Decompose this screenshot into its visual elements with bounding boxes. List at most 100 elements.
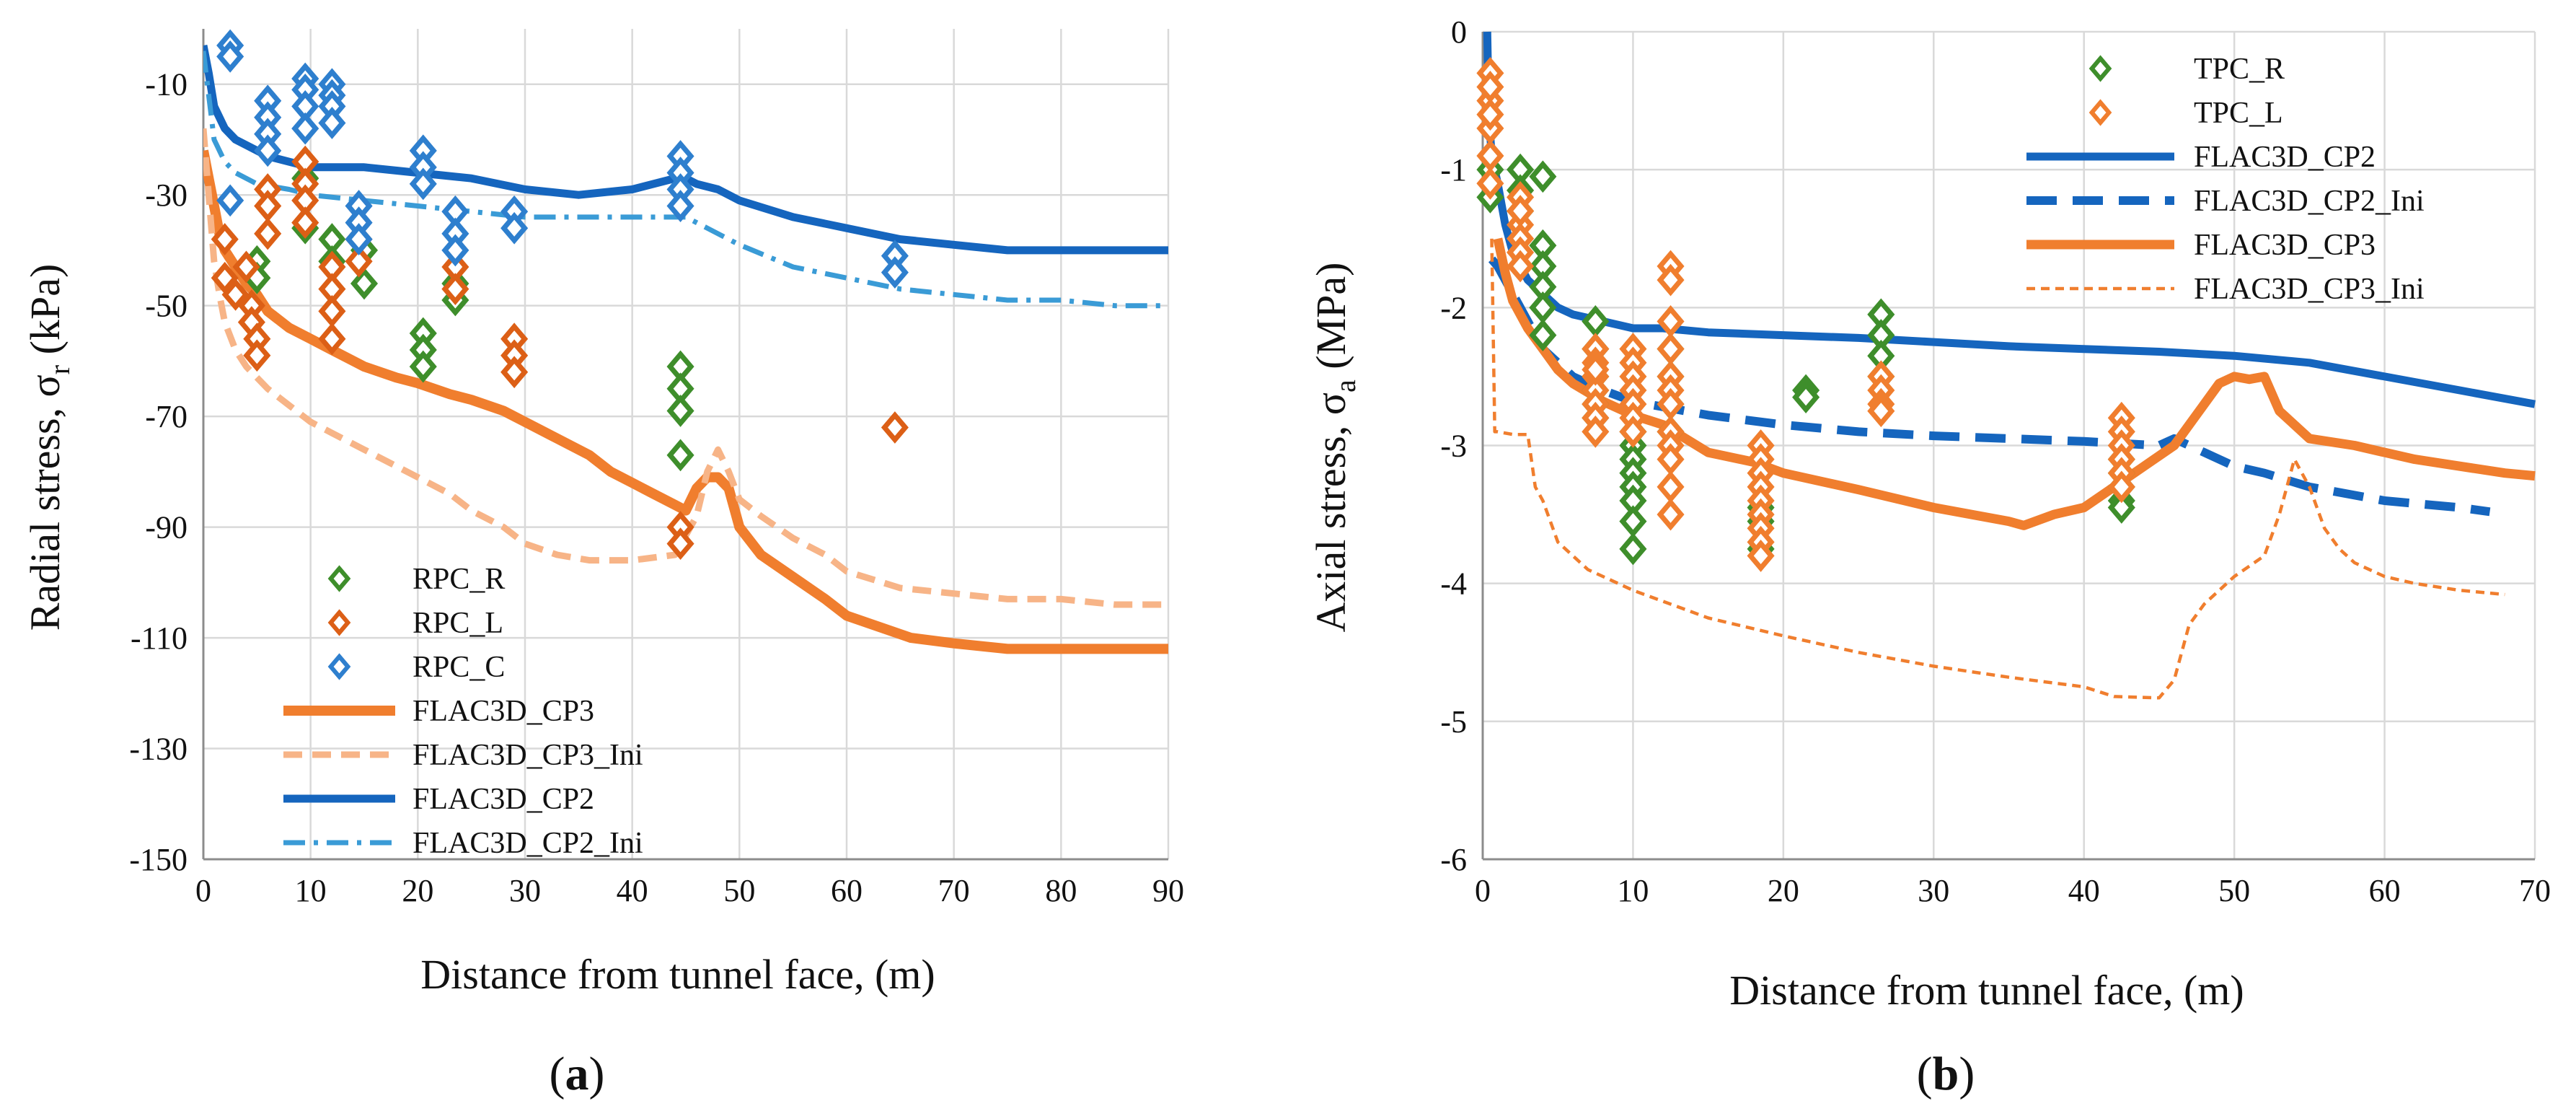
data-point-rpc-l: [211, 223, 239, 255]
data-point-rpc-c: [345, 223, 373, 255]
data-point-rpc-c: [666, 190, 694, 222]
y-tick-label: -90: [145, 510, 188, 545]
x-tick-label: 0: [195, 873, 211, 908]
legend-item-flac3d-cp3: FLAC3D_CP3: [2026, 229, 2376, 262]
x-tick-label: 20: [402, 873, 433, 908]
series-line-flac3d-cp2: [203, 44, 1168, 255]
data-point-rpc-r: [409, 350, 437, 383]
data-point-rpc-c: [318, 107, 346, 139]
legend-label: TPC_R: [2194, 53, 2285, 86]
data-point-rpc-l: [291, 206, 319, 239]
x-tick-label: 80: [1045, 873, 1077, 908]
data-point-tpc-l: [1582, 415, 1610, 448]
x-tick-label: 60: [2369, 873, 2401, 908]
data-point-rpc-l: [500, 356, 529, 389]
x-tick-label: 40: [2068, 873, 2100, 908]
y-tick-label: -3: [1440, 429, 1467, 464]
data-point-rpc-r: [666, 395, 694, 427]
data-point-rpc-l: [318, 294, 346, 328]
x-tick-label: 50: [723, 873, 755, 908]
y-tick-label: -4: [1440, 566, 1467, 602]
x-tick-label: 10: [1617, 873, 1649, 908]
panel-b: 0 -1 -2 -3 -4 -5 -6 0 10 20 30 40 50 60 70 TPC_R TPC_L…: [1307, 14, 2551, 1100]
legend-label: RPC_C: [413, 651, 505, 684]
legend-label: FLAC3D_CP3_Ini: [413, 739, 643, 772]
data-point-tpc-l: [2107, 470, 2135, 504]
x-tick-label: 40: [617, 873, 648, 908]
data-point-tpc-r: [1619, 505, 1647, 538]
legend-label: FLAC3D_CP3_Ini: [2194, 273, 2425, 306]
data-point-tpc-l: [1507, 250, 1535, 283]
y-tick-label: -50: [145, 289, 188, 324]
data-point-rpc-l: [254, 217, 282, 250]
data-point-tpc-l: [1657, 333, 1685, 366]
legend-marker-tpc-r: [2088, 55, 2112, 82]
series-line-flac3d-cp3-ini: [203, 128, 1168, 608]
panel-a-x-tick-labels: 0 10 20 30 40 50 60 70 80 90: [195, 873, 1184, 908]
data-point-tpc-r: [1792, 381, 1820, 413]
panel-b-legend: TPC_R TPC_L FLAC3D_CP2 FLAC3D_CP2_Ini FLAC3D…: [2026, 53, 2425, 306]
x-tick-label: 30: [509, 873, 541, 908]
y-tick-label: -2: [1440, 290, 1467, 325]
data-point-tpc-l: [1867, 395, 1895, 428]
data-point-tpc-r: [1619, 532, 1647, 566]
legend-item-rpc-c: RPC_C: [327, 651, 505, 684]
legend-label: FLAC3D_CP3: [413, 695, 594, 728]
data-point-rpc-l: [666, 527, 694, 561]
panel-b-y-tick-labels: 0 -1 -2 -3 -4 -5 -6: [1440, 14, 1467, 877]
legend-item-rpc-r: RPC_R: [327, 563, 505, 596]
panel-a-y-axis-label: Radial stress, σr (kPa): [22, 264, 76, 631]
legend-label: FLAC3D_CP2: [2194, 141, 2376, 174]
x-tick-label: 20: [1768, 873, 1799, 908]
y-tick-label: -130: [129, 732, 188, 767]
x-tick-label: 30: [1918, 873, 1949, 908]
legend-marker-rpc-l: [327, 609, 351, 636]
legend-marker-rpc-c: [327, 653, 351, 680]
series-markers-rpc-l: [211, 145, 909, 561]
panel-b-plot-area: [1476, 31, 2536, 700]
data-point-tpc-l: [1619, 415, 1647, 448]
panel-b-x-tick-labels: 0 10 20 30 40 50 60 70: [1475, 873, 2551, 908]
data-point-tpc-l: [1747, 540, 1775, 572]
data-point-rpc-l: [345, 245, 373, 278]
panel-b-y-axis-label: Axial stress, σa (MPa): [1307, 263, 1362, 633]
data-point-rpc-l: [211, 261, 239, 294]
legend-item-flac3d-cp2: FLAC3D_CP2: [283, 783, 594, 816]
x-tick-label: 90: [1152, 873, 1184, 908]
legend-label: FLAC3D_CP2_Ini: [413, 827, 643, 860]
data-point-rpc-c: [216, 40, 244, 73]
data-point-rpc-l: [318, 322, 346, 356]
data-point-tpc-l: [1582, 353, 1610, 386]
y-tick-label: 0: [1451, 14, 1467, 50]
legend-label: TPC_L: [2194, 97, 2283, 130]
data-point-tpc-l: [1657, 498, 1685, 531]
data-point-tpc-l: [1507, 195, 1535, 227]
data-point-rpc-c: [216, 184, 244, 217]
legend-item-flac3d-cp3-ini: FLAC3D_CP3_Ini: [2026, 273, 2425, 306]
data-point-rpc-c: [409, 167, 437, 201]
series-markers-tpc-r: [1476, 153, 2135, 566]
x-tick-label: 10: [295, 873, 327, 908]
legend-marker-tpc-l: [2088, 99, 2112, 126]
panel-a-plot-area: [203, 29, 1168, 654]
series-markers-rpc-c: [216, 29, 909, 289]
data-point-rpc-c: [500, 211, 529, 245]
panel-b-x-axis-label: Distance from tunnel face, (m): [1729, 967, 2244, 1014]
y-tick-label: -150: [129, 842, 188, 877]
legend-item-rpc-l: RPC_L: [327, 607, 503, 640]
legend-label: FLAC3D_CP2: [413, 783, 594, 816]
series-line-flac3d-cp3: [203, 149, 1168, 654]
legend-item-flac3d-cp3-ini: FLAC3D_CP3_Ini: [283, 739, 643, 772]
x-tick-label: 0: [1475, 873, 1491, 908]
panel-a: -10 -30 -50 -70 -90 -110 -130 -150 0 10 20 30 40 50 6…: [22, 29, 1184, 1100]
data-point-rpc-l: [254, 190, 282, 222]
x-tick-label: 60: [831, 873, 863, 908]
panel-a-x-axis-label: Distance from tunnel face, (m): [420, 951, 935, 998]
x-tick-label: 70: [2519, 873, 2551, 908]
legend-item-flac3d-cp2-ini: FLAC3D_CP2_Ini: [283, 827, 643, 860]
data-point-rpc-c: [881, 256, 909, 289]
data-point-tpc-r: [1529, 319, 1557, 351]
panel-a-caption: (a): [550, 1048, 605, 1100]
data-point-rpc-c: [441, 234, 469, 267]
